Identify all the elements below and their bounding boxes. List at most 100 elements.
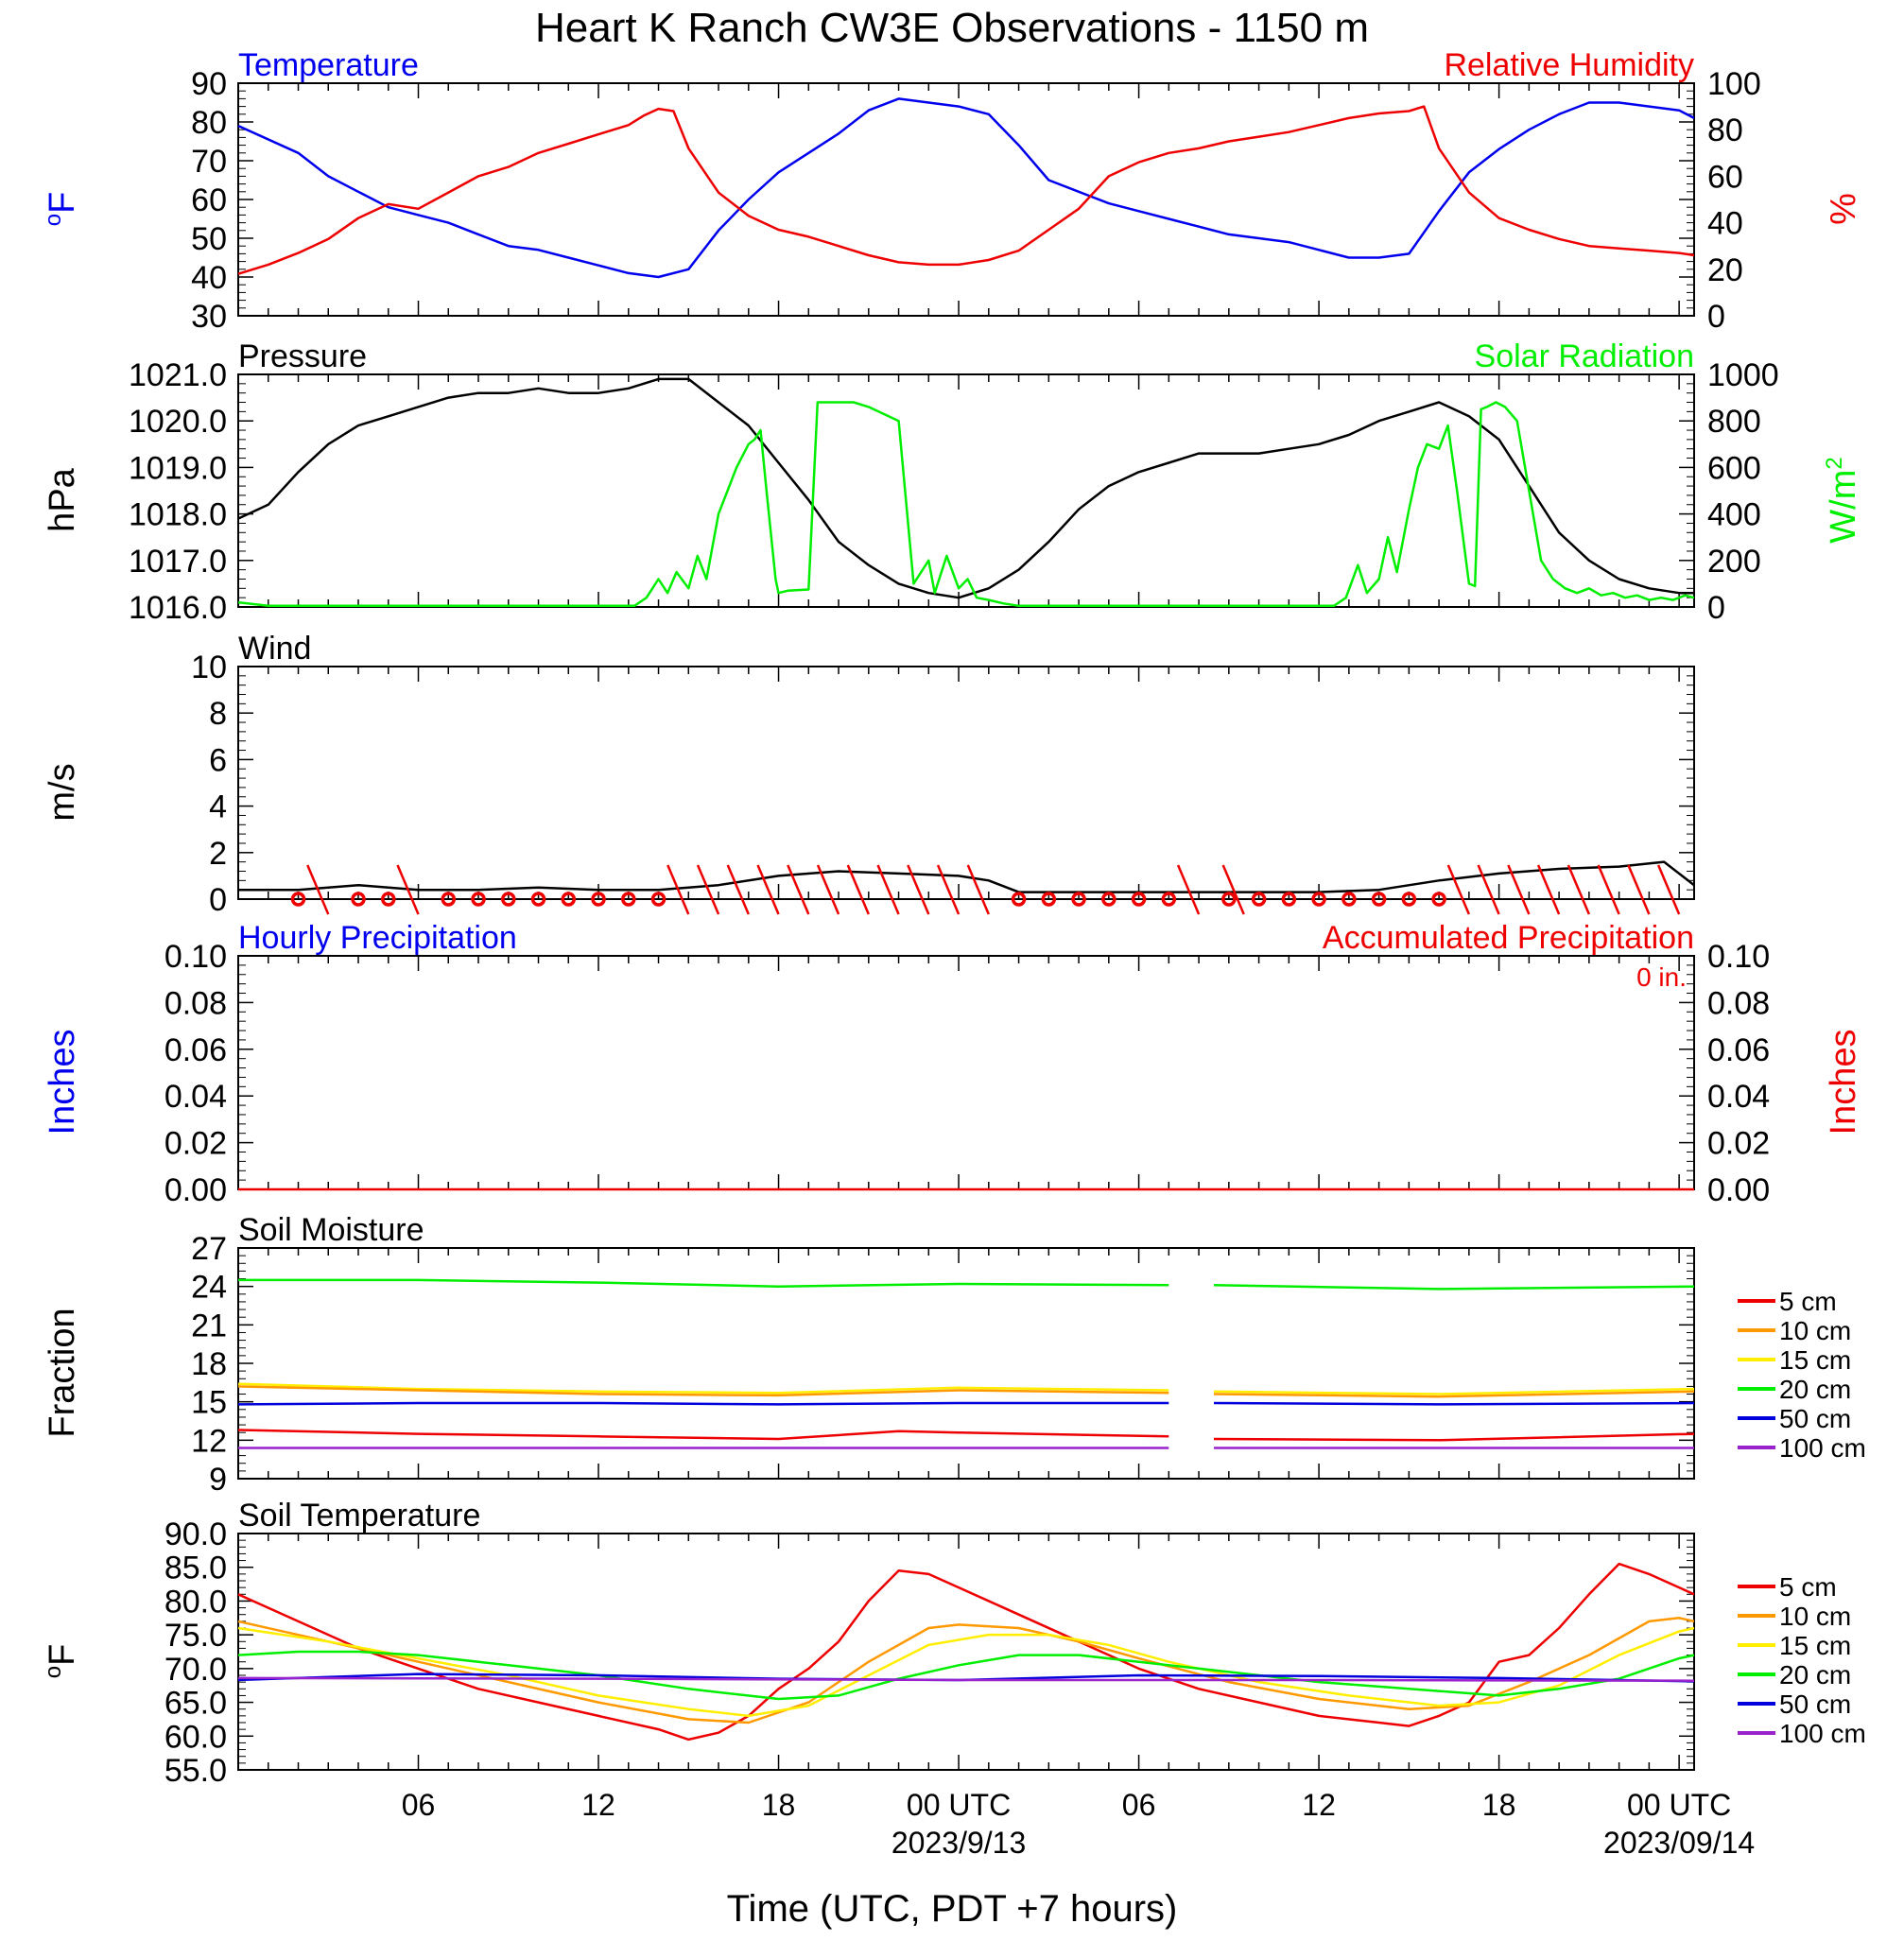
legend-label: 100 cm xyxy=(1779,1719,1866,1748)
y-tick-label-left: 90.0 xyxy=(164,1516,227,1552)
wind-barb-calm xyxy=(351,892,366,907)
series-line xyxy=(237,1650,1695,1701)
series-line xyxy=(238,860,1695,893)
y-axis-title-left: hPa xyxy=(43,467,82,531)
legend-label: 10 cm xyxy=(1779,1316,1851,1345)
wind-barb xyxy=(907,864,930,915)
x-tick-label: 00 UTC xyxy=(907,1788,1011,1822)
y-tick-label-left: 1017.0 xyxy=(129,544,227,580)
y-tick-label-left: 6 xyxy=(209,742,227,778)
plot-frame xyxy=(237,373,1695,608)
wind-barb xyxy=(306,864,330,915)
wind-barb-calm xyxy=(561,892,577,907)
wind-barb xyxy=(756,864,780,915)
wind-barb xyxy=(1566,864,1591,915)
wind-barb-calm xyxy=(1281,892,1297,907)
y-tick-label-left: 40 xyxy=(191,260,227,296)
y-tick-label-right: 600 xyxy=(1707,450,1761,486)
x-tick-label: 18 xyxy=(1482,1788,1516,1822)
wind-barb xyxy=(1507,864,1531,915)
y-tick-label-right: 80 xyxy=(1707,113,1743,148)
y-tick-label-left: 18 xyxy=(191,1346,227,1382)
series-line xyxy=(237,1676,1695,1682)
panel-wind: 0 2 4 6 8 10 Wind m/s xyxy=(43,631,1695,918)
y-axis-title-right: W/m2 xyxy=(1822,457,1863,543)
legend-label: 100 cm xyxy=(1779,1433,1866,1463)
y-tick-label-left: 60 xyxy=(191,182,227,218)
series-line xyxy=(238,1278,1695,1291)
wind-barb xyxy=(1536,864,1561,915)
wind-barb-calm xyxy=(1431,892,1446,907)
wind-barb-calm xyxy=(1251,892,1267,907)
y-axis-title-left: Fraction xyxy=(43,1308,82,1437)
y-tick-label-left: 60.0 xyxy=(164,1719,227,1755)
series-line xyxy=(237,1401,1695,1406)
series-line xyxy=(237,401,1695,608)
y-tick-label-left: 1020.0 xyxy=(129,404,227,440)
x-tick-label: 06 xyxy=(1122,1788,1156,1822)
wind-barb xyxy=(396,864,420,915)
panel-label-left: Wind xyxy=(238,631,311,667)
wind-barb-calm xyxy=(650,892,666,907)
wind-barb-calm xyxy=(1071,892,1086,907)
y-tick-label-right: 40 xyxy=(1707,206,1743,242)
y-tick-label-left: 80 xyxy=(191,105,227,141)
precip-total: 0 in. xyxy=(1636,962,1687,992)
wind-barb-calm xyxy=(1101,892,1116,907)
y-tick-label-left: 12 xyxy=(191,1423,227,1459)
plot-frame xyxy=(237,666,1695,900)
wind-barb-calm xyxy=(1161,892,1177,907)
y-tick-label-right: 0 xyxy=(1707,299,1725,335)
y-axis-title-left: Inches xyxy=(43,1030,82,1135)
y-tick-label-left: 50 xyxy=(191,221,227,257)
y-tick-label-right: 0.04 xyxy=(1707,1079,1770,1115)
wind-barb-calm xyxy=(1041,892,1057,907)
series-line xyxy=(237,1382,1695,1395)
x-axis-title: Time (UTC, PDT +7 hours) xyxy=(727,1888,1178,1930)
wind-barb-calm xyxy=(1131,892,1147,907)
y-tick-label-left: 0.04 xyxy=(164,1079,227,1115)
y-tick-label-right: 0.02 xyxy=(1707,1126,1770,1162)
wind-barb-calm xyxy=(1311,892,1326,907)
wind-barb xyxy=(1597,864,1620,915)
y-axis-title-left: oF xyxy=(41,192,82,227)
x-date-label: 2023/9/13 xyxy=(891,1826,1026,1860)
wind-barb xyxy=(846,864,870,915)
y-tick-label-left: 90 xyxy=(191,66,227,102)
series-line xyxy=(237,97,1695,279)
series-line xyxy=(237,105,1695,275)
wind-barb-calm xyxy=(1221,892,1237,907)
panel-label-right: Relative Humidity xyxy=(1444,47,1694,83)
panel-soil_temperature: 55.060.065.070.075.080.085.090.0 Soil Tem… xyxy=(41,1498,1866,1789)
y-tick-label-right: 400 xyxy=(1707,497,1761,533)
y-tick-label-left: 70.0 xyxy=(164,1652,227,1688)
y-tick-label-left: 4 xyxy=(209,789,227,825)
series-line xyxy=(237,1617,1695,1724)
wind-barb xyxy=(1446,864,1471,915)
panel-label-left: Soil Temperature xyxy=(238,1498,480,1534)
legend-label: 20 cm xyxy=(1779,1375,1851,1404)
y-tick-label-right: 0.10 xyxy=(1707,939,1770,975)
y-tick-label-right: 800 xyxy=(1707,404,1761,440)
y-tick-label-left: 21 xyxy=(191,1308,227,1343)
wind-barb xyxy=(1656,864,1681,915)
y-tick-label-left: 55.0 xyxy=(164,1753,227,1789)
x-tick-label: 12 xyxy=(1302,1788,1336,1822)
y-tick-label-left: 0 xyxy=(209,882,227,918)
y-tick-label-right: 20 xyxy=(1707,252,1743,288)
y-tick-label-right: 1000 xyxy=(1707,357,1779,393)
plot-frame xyxy=(237,1533,1695,1771)
legend-label: 5 cm xyxy=(1779,1572,1837,1602)
wind-barb xyxy=(696,864,720,915)
x-tick-label: 06 xyxy=(402,1788,436,1822)
y-tick-label-left: 65.0 xyxy=(164,1686,227,1722)
wind-barb-calm xyxy=(441,892,457,907)
y-tick-label-left: 9 xyxy=(209,1462,227,1498)
y-tick-label-left: 75.0 xyxy=(164,1618,227,1654)
series-line xyxy=(237,1429,1695,1442)
panel-label-left: Hourly Precipitation xyxy=(238,920,517,956)
wind-barb xyxy=(936,864,961,915)
